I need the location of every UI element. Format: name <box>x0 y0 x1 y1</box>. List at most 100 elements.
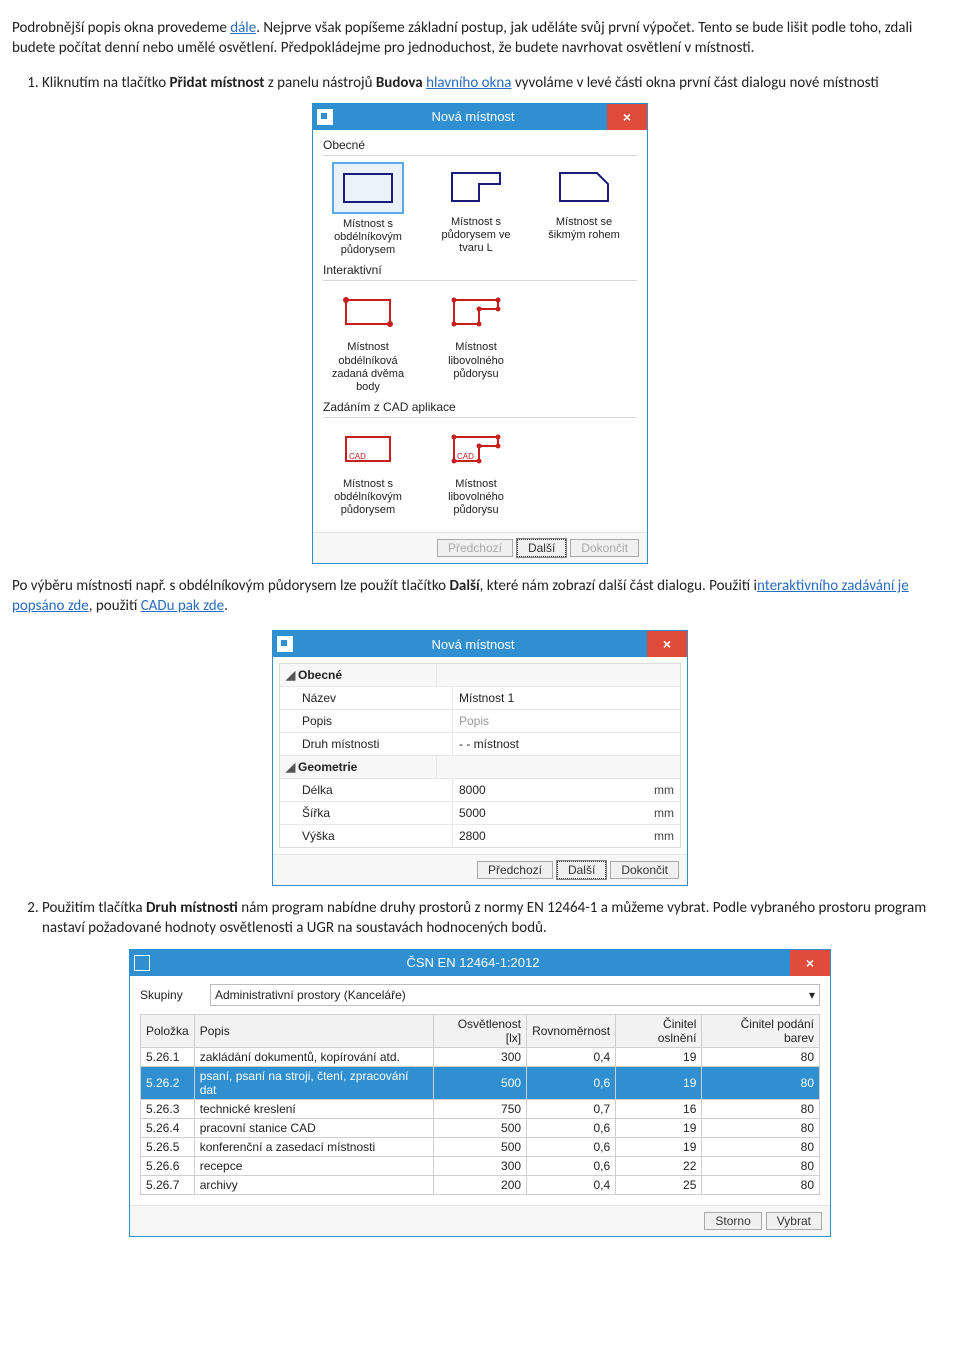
bold: Budova <box>376 74 423 92</box>
svg-text:CAD: CAD <box>349 452 366 461</box>
cancel-button[interactable]: Storno <box>704 1212 761 1230</box>
prop-name[interactable]: NázevMístnost 1 <box>280 687 680 710</box>
prop-desc[interactable]: PopisPopis <box>280 710 680 733</box>
section-general: Obecné <box>323 138 637 152</box>
text: Podrobnější popis okna provedeme <box>12 19 230 37</box>
prop-type[interactable]: Druh místnosti- - místnost <box>280 733 680 756</box>
unit: mm <box>654 829 674 843</box>
table-cell: 500 <box>434 1137 527 1156</box>
table-row[interactable]: 5.26.2psaní, psaní na stroji, čtení, zpr… <box>141 1066 820 1099</box>
tile-cad-rect[interactable]: CAD Místnost s obdélníkovým půdorysem <box>323 424 413 518</box>
table-row[interactable]: 5.26.4pracovní stanice CAD5000,61980 <box>141 1118 820 1137</box>
table-cell: 80 <box>702 1175 820 1194</box>
prop-key: Výška <box>280 829 452 843</box>
prop-value[interactable]: - - místnost <box>452 733 680 755</box>
tile-label: Místnost s obdélníkovým půdorysem <box>323 218 413 258</box>
group-label: Geometrie <box>298 760 357 774</box>
tile-rect[interactable]: Místnost s obdélníkovým půdorysem <box>323 162 413 258</box>
tile-angled[interactable]: Místnost se šikmým rohem <box>539 162 629 258</box>
tile-label: Místnost libovolného půdorysu <box>431 341 521 381</box>
close-icon: × <box>623 109 631 125</box>
table-header[interactable]: Činitel oslnění <box>616 1014 702 1047</box>
app-icon <box>317 109 333 125</box>
table-row[interactable]: 5.26.3technické kreslení7500,71680 <box>141 1099 820 1118</box>
chevron-down-icon: ▾ <box>809 988 815 1002</box>
tile-lshape[interactable]: Místnost s půdorysem ve tvaru L <box>431 162 521 258</box>
table-cell: 300 <box>434 1156 527 1175</box>
tile-cad-any[interactable]: CAD Místnost libovolného půdorysu <box>431 424 521 518</box>
unit: mm <box>654 806 674 820</box>
divider <box>323 280 637 281</box>
prop-height[interactable]: Výška 2800 mm <box>280 825 680 847</box>
group-label: Obecné <box>298 668 342 682</box>
prop-value[interactable]: Místnost 1 <box>452 687 680 709</box>
prop-key: Délka <box>280 783 452 797</box>
table-cell: 80 <box>702 1156 820 1175</box>
table-cell: 19 <box>616 1047 702 1066</box>
table-header[interactable]: Činitel podání barev <box>702 1014 820 1047</box>
dialog-new-room-templates: Nová místnost × Obecné Místnost s obdéln… <box>312 103 648 564</box>
group-geometry[interactable]: ◢Geometrie <box>280 756 680 779</box>
table-row[interactable]: 5.26.6recepce3000,62280 <box>141 1156 820 1175</box>
prop-value[interactable]: 8000 <box>459 783 486 797</box>
step-1: Kliknutím na tlačítko Přidat místnost z … <box>42 73 948 93</box>
filter-select[interactable]: Administrativní prostory (Kanceláře) ▾ <box>210 984 820 1006</box>
table-cell: 19 <box>616 1118 702 1137</box>
table-cell: 5.26.7 <box>141 1175 195 1194</box>
divider <box>323 417 637 418</box>
text: Po výběru místnosti např. s obdélníkovým… <box>12 577 449 595</box>
next-button[interactable]: Další <box>557 861 606 879</box>
table-cell: 19 <box>616 1066 702 1099</box>
step-2: Použitím tlačítka Druh místnosti nám pro… <box>42 898 948 939</box>
tile-any-interactive[interactable]: Místnost libovolného půdorysu <box>431 287 521 394</box>
text: z panelu nástrojů <box>264 74 375 92</box>
table-row[interactable]: 5.26.5konferenční a zasedací místnosti50… <box>141 1137 820 1156</box>
table-header[interactable]: Položka <box>141 1014 195 1047</box>
table-cell: 19 <box>616 1137 702 1156</box>
text: . <box>224 597 228 615</box>
section-interactive: Interaktivní <box>323 263 637 277</box>
text: Kliknutím na tlačítko <box>42 74 170 92</box>
tile-label: Místnost se šikmým rohem <box>539 216 629 242</box>
close-button[interactable]: × <box>647 631 687 657</box>
table-row[interactable]: 5.26.7archivy2000,42580 <box>141 1175 820 1194</box>
group-general[interactable]: ◢Obecné <box>280 664 680 687</box>
table-cell: 80 <box>702 1066 820 1099</box>
tile-rect-2pts[interactable]: Místnost obdélníková zadaná dvěma body <box>323 287 413 394</box>
prop-value[interactable]: 2800 <box>459 829 486 843</box>
finish-button[interactable]: Dokončit <box>610 861 679 879</box>
select-button[interactable]: Vybrat <box>766 1212 822 1230</box>
table-cell: 0,6 <box>527 1066 616 1099</box>
table-cell: 16 <box>616 1099 702 1118</box>
link-cad[interactable]: CADu pak zde <box>141 597 224 615</box>
next-button[interactable]: Další <box>517 539 566 557</box>
table-cell: zakládání dokumentů, kopírování atd. <box>194 1047 433 1066</box>
prop-key: Šířka <box>280 806 452 820</box>
prop-length[interactable]: Délka8000mm <box>280 779 680 802</box>
prev-button[interactable]: Předchozí <box>477 861 553 879</box>
table-cell: 80 <box>702 1099 820 1118</box>
table-cell: 5.26.5 <box>141 1137 195 1156</box>
prev-button[interactable]: Předchozí <box>437 539 513 557</box>
prop-width[interactable]: Šířka 5000 mm <box>280 802 680 825</box>
table-cell: 5.26.2 <box>141 1066 195 1099</box>
section-cad: Zadáním z CAD aplikace <box>323 400 637 414</box>
table-row[interactable]: 5.26.1zakládání dokumentů, kopírování at… <box>141 1047 820 1066</box>
prop-value[interactable]: 5000 <box>459 806 486 820</box>
dialog-norm-table: ČSN EN 12464-1:2012 × Skupiny Administra… <box>129 949 831 1237</box>
collapse-icon: ◢ <box>286 760 296 774</box>
para-after-dialog1: Po výběru místnosti např. s obdélníkovým… <box>12 576 948 617</box>
table-header[interactable]: Popis <box>194 1014 433 1047</box>
tile-label: Místnost s půdorysem ve tvaru L <box>431 216 521 256</box>
finish-button[interactable]: Dokončit <box>570 539 639 557</box>
close-button[interactable]: × <box>790 950 830 976</box>
close-button[interactable]: × <box>607 104 647 130</box>
prop-value[interactable]: Popis <box>452 710 680 732</box>
link-dale[interactable]: dále <box>230 19 256 37</box>
filter-label: Skupiny <box>140 988 210 1002</box>
table-header[interactable]: Osvětlenost [lx] <box>434 1014 527 1047</box>
table-header[interactable]: Rovnoměrnost <box>527 1014 616 1047</box>
link-main-window[interactable]: hlavního okna <box>426 74 511 92</box>
intro-paragraph: Podrobnější popis okna provedeme dále. N… <box>12 18 948 59</box>
table-cell: 0,7 <box>527 1099 616 1118</box>
